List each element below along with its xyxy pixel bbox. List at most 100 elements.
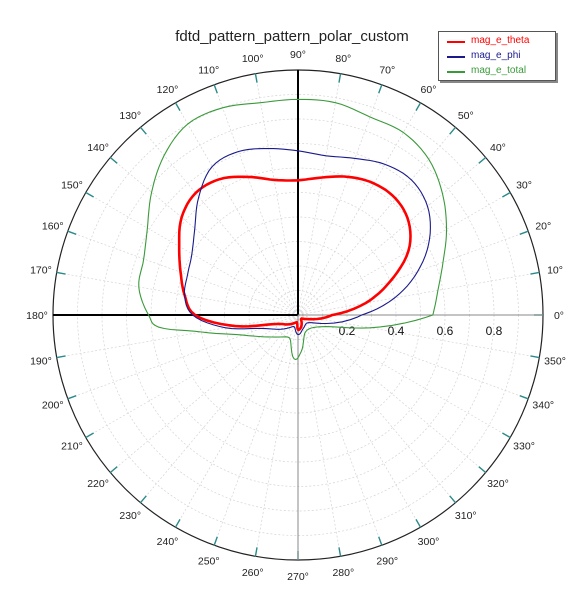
grid-spoke bbox=[297, 314, 383, 546]
angle-tick-label: 230° bbox=[119, 510, 141, 522]
angle-tick-mark bbox=[109, 466, 118, 474]
angle-tick-mark bbox=[502, 432, 511, 439]
chart-title: fdtd_pattern_pattern_polar_custom bbox=[175, 28, 409, 45]
grid-spoke bbox=[297, 127, 456, 316]
legend-label-mag-e-total: mag_e_total bbox=[471, 65, 527, 76]
angle-tick-mark bbox=[478, 156, 487, 164]
angle-tick-label: 120° bbox=[157, 84, 179, 96]
angle-tick-mark bbox=[213, 536, 218, 546]
angle-tick-mark bbox=[67, 230, 77, 235]
legend: mag_e_theta mag_e_phi mag_e_total bbox=[438, 31, 556, 81]
angle-tick-label: 60° bbox=[421, 84, 437, 96]
grid-spoke bbox=[175, 314, 299, 528]
angle-tick-label: 130° bbox=[119, 110, 141, 122]
legend-swatch-mag-e-total bbox=[447, 71, 465, 73]
angle-tick-label: 10° bbox=[547, 265, 563, 277]
grid-spoke bbox=[297, 314, 529, 400]
angle-tick-label: 140° bbox=[87, 142, 109, 154]
angle-tick-mark bbox=[254, 547, 258, 557]
angle-tick-label: 340° bbox=[532, 399, 554, 411]
radial-tick-labels: 0.2 0.4 0.6 0.8 bbox=[339, 324, 503, 338]
angle-tick-label: 250° bbox=[198, 555, 220, 567]
angle-tick-label: 90° bbox=[290, 49, 306, 61]
angle-tick-label: 150° bbox=[61, 180, 83, 192]
angle-tick-label: 80° bbox=[335, 53, 351, 65]
radial-tick-label: 0.6 bbox=[437, 324, 454, 338]
angle-tick-mark bbox=[56, 355, 66, 359]
grid-spoke bbox=[255, 314, 299, 557]
angle-tick-label: 300° bbox=[418, 536, 440, 548]
angle-tick-mark bbox=[519, 395, 529, 400]
angle-tick-label: 0° bbox=[554, 310, 564, 322]
angle-tick-mark bbox=[85, 432, 94, 439]
angle-tick-mark bbox=[85, 191, 94, 198]
angle-tick-mark bbox=[338, 547, 342, 557]
angle-tick-label: 100° bbox=[242, 53, 264, 65]
grid-spoke bbox=[297, 230, 529, 316]
angle-tick-mark bbox=[139, 495, 147, 504]
grid-spoke bbox=[67, 314, 299, 400]
grid-spoke bbox=[297, 157, 486, 316]
angle-tick-mark bbox=[378, 84, 383, 94]
angle-tick-label: 200° bbox=[42, 399, 64, 411]
grid-spoke bbox=[255, 73, 299, 316]
radial-tick-label: 0.8 bbox=[486, 324, 503, 338]
angle-tick-mark bbox=[378, 536, 383, 546]
angle-tick-mark bbox=[109, 156, 118, 164]
grid-spoke bbox=[110, 314, 299, 473]
angle-tick-label: 270° bbox=[287, 571, 309, 583]
legend-label-mag-e-phi: mag_e_phi bbox=[471, 50, 521, 61]
legend-swatch-mag-e-phi bbox=[447, 56, 465, 58]
grid-spoke bbox=[297, 84, 383, 316]
angle-tick-mark bbox=[174, 519, 181, 528]
angle-tick-label: 240° bbox=[157, 536, 179, 548]
angle-tick-mark bbox=[530, 271, 540, 275]
grid-spoke bbox=[110, 157, 299, 316]
polar-axes bbox=[53, 70, 543, 560]
angle-tick-mark bbox=[478, 466, 487, 474]
grid-spoke bbox=[56, 314, 299, 358]
angle-tick-mark bbox=[502, 191, 511, 198]
angle-tick-mark bbox=[519, 230, 529, 235]
grid-spoke bbox=[67, 230, 299, 316]
angle-tick-labels: 0° 10° 20° 30° 40° 50° 60° 70° 80° 90° 100° 110° 120… bbox=[26, 49, 566, 583]
angle-tick-label: 290° bbox=[376, 555, 398, 567]
angle-tick-mark bbox=[56, 271, 66, 275]
legend-label-mag-e-theta: mag_e_theta bbox=[471, 35, 530, 46]
series-line-mag-e-theta bbox=[177, 175, 412, 332]
series-line-mag-e-total bbox=[138, 98, 448, 361]
angle-tick-mark bbox=[449, 495, 457, 504]
angle-tick-label: 20° bbox=[535, 221, 551, 233]
angle-tick-label: 320° bbox=[487, 478, 509, 490]
series-layer bbox=[138, 98, 448, 361]
angle-tick-label: 220° bbox=[87, 478, 109, 490]
angle-tick-label: 260° bbox=[242, 567, 264, 579]
angle-tick-mark bbox=[338, 73, 342, 83]
grid-spoke bbox=[213, 314, 299, 546]
angle-tick-mark bbox=[415, 102, 422, 111]
angle-tick-mark bbox=[139, 126, 147, 135]
grid-spoke bbox=[297, 314, 511, 438]
radial-tick-label: 0.4 bbox=[388, 324, 405, 338]
angle-tick-label: 350° bbox=[544, 355, 566, 367]
angle-tick-label: 70° bbox=[379, 65, 395, 77]
grid-spoke bbox=[297, 314, 421, 528]
grid-spoke bbox=[85, 314, 299, 438]
grid-spoke bbox=[140, 127, 299, 316]
angle-tick-mark bbox=[174, 102, 181, 111]
grid-spoke bbox=[297, 314, 456, 503]
angle-tick-label: 160° bbox=[42, 221, 64, 233]
grid-spoke bbox=[213, 84, 299, 316]
angle-tick-mark bbox=[449, 126, 457, 135]
grid-spoke bbox=[56, 272, 299, 316]
series-line-mag-e-phi bbox=[183, 147, 431, 336]
angle-tick-label: 170° bbox=[30, 265, 52, 277]
grid-spoke bbox=[297, 314, 341, 557]
angle-tick-label: 30° bbox=[516, 180, 532, 192]
grid-spoke bbox=[140, 314, 299, 503]
angle-tick-label: 190° bbox=[30, 355, 52, 367]
angle-tick-mark bbox=[67, 395, 77, 400]
grid-spoke bbox=[175, 102, 299, 316]
angle-tick-mark bbox=[254, 73, 258, 83]
